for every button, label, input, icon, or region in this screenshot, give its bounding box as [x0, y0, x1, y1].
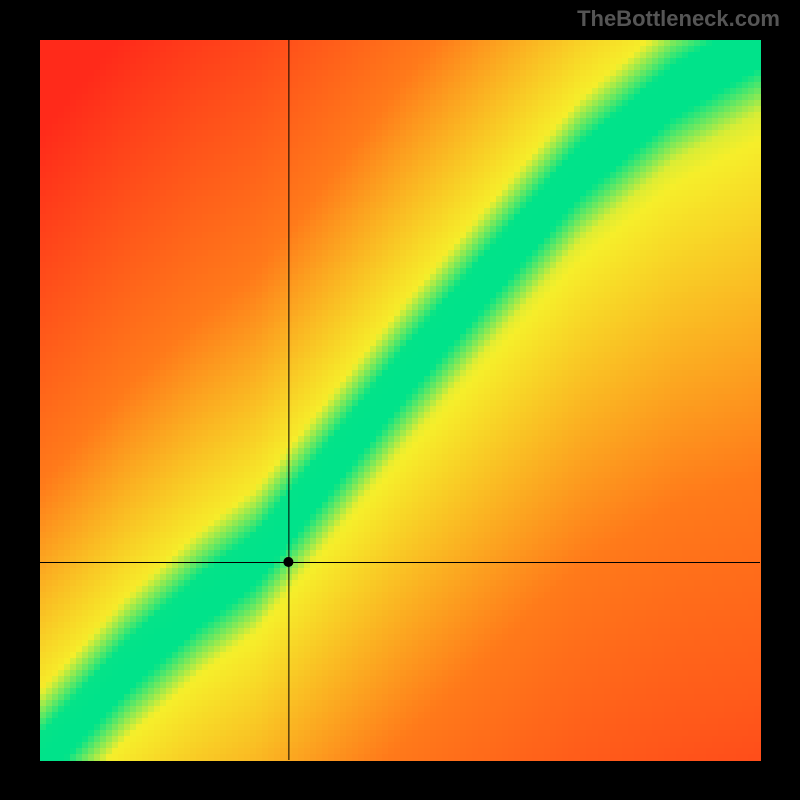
bottleneck-heatmap [0, 0, 800, 800]
chart-container: TheBottleneck.com [0, 0, 800, 800]
watermark-text: TheBottleneck.com [577, 6, 780, 32]
